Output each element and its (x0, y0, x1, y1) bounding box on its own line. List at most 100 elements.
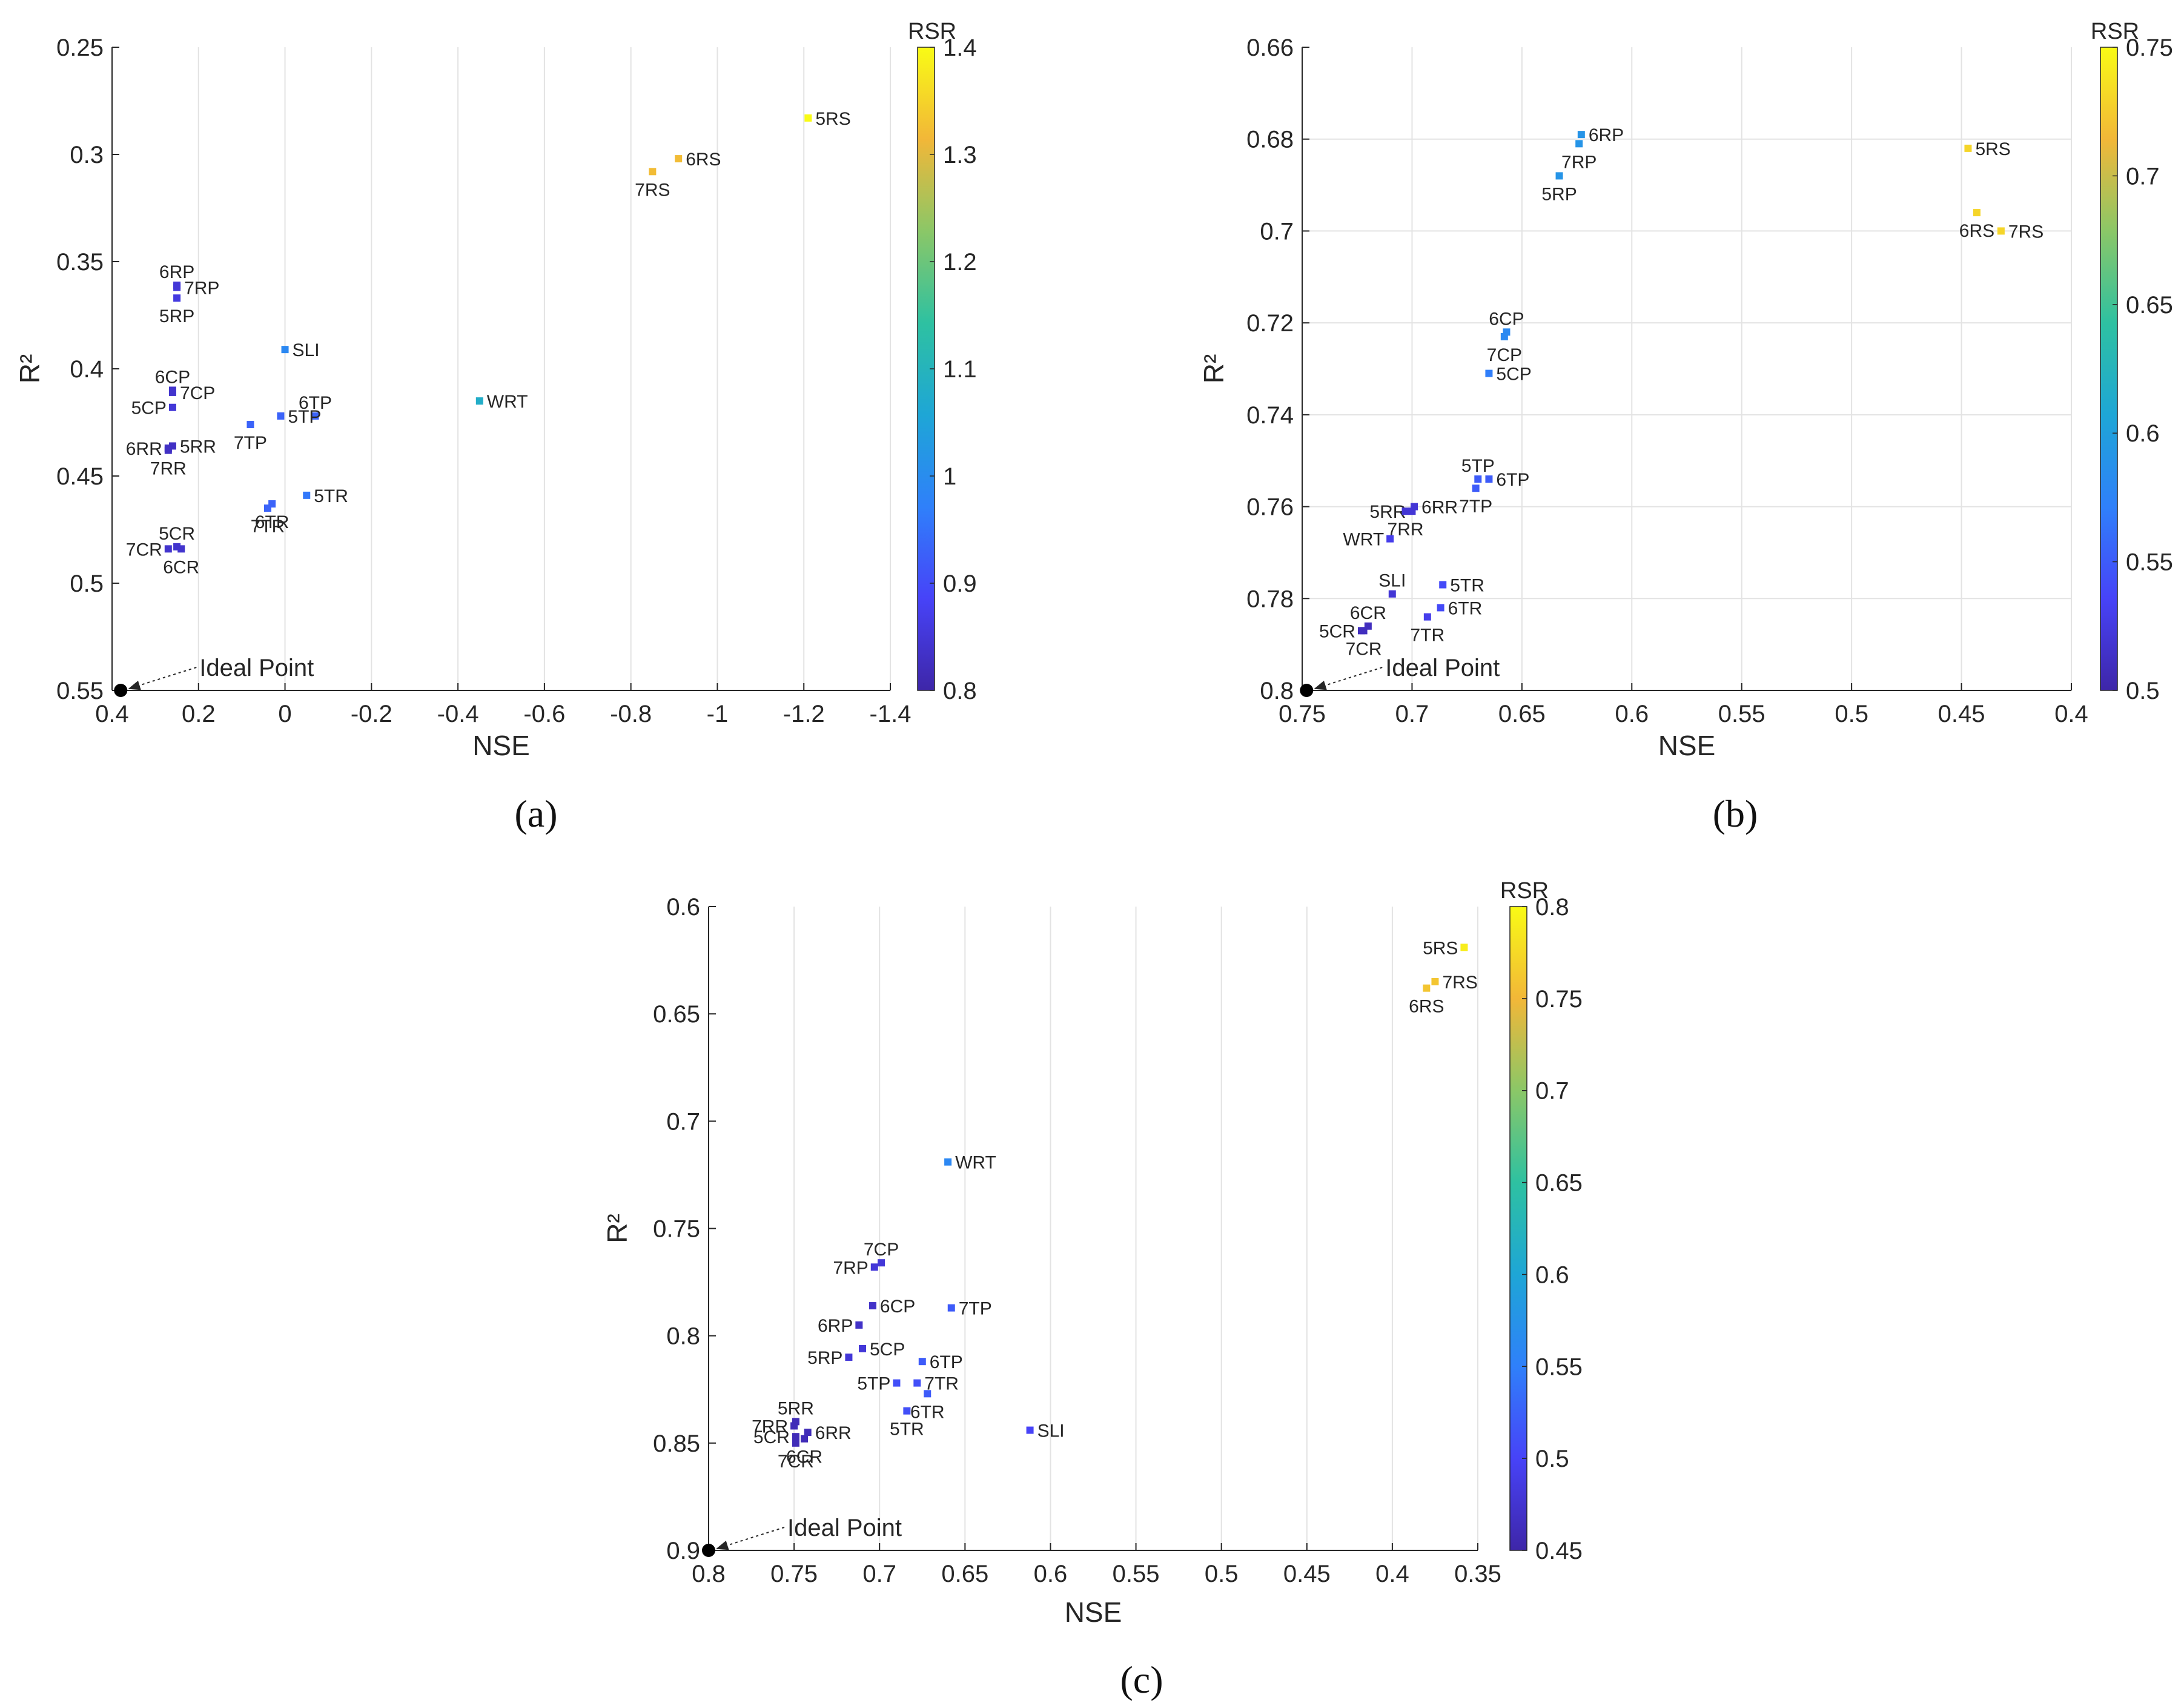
panel-label: (b) (1713, 792, 1758, 835)
colorbar-tick-label: 0.5 (1535, 1446, 1569, 1472)
data-label-6RS: 6RS (1409, 997, 1444, 1017)
data-label-6RP: 6RP (159, 262, 194, 282)
x-tick-label: 0.5 (1835, 701, 1868, 727)
data-label-WRT: WRT (487, 392, 528, 412)
data-label-SLI: SLI (293, 340, 320, 360)
data-label-WRT: WRT (1343, 530, 1384, 550)
chart-panel-3: 0.8 0.75 0.7 0.65 0.6 0.55 0.5 0.45 0.4 0.35 0.6 0.… (601, 878, 1583, 1701)
data-point-7RP (173, 283, 181, 291)
data-label-5RS: 5RS (1975, 139, 2010, 159)
x-tick-label: -0.6 (523, 701, 565, 727)
y-axis-label: R² (601, 1214, 633, 1243)
colorbar-tick-label: 1.4 (943, 35, 977, 61)
data-label-5RP: 5RP (1541, 184, 1577, 204)
data-point-WRT (944, 1158, 952, 1166)
ideal-point-arrow (716, 1527, 785, 1550)
data-point-7RS (649, 168, 657, 176)
data-label-6RP: 6RP (818, 1316, 853, 1336)
colorbar-title: RSR (2091, 19, 2139, 44)
data-label-6CR: 6CR (1350, 603, 1386, 623)
data-label-6CR: 6CR (163, 557, 199, 577)
x-tick-label: 0 (278, 701, 291, 727)
data-point-5TR (1439, 581, 1447, 589)
y-tick-label: 0.7 (1260, 218, 1294, 245)
colorbar-tick-label: 1.2 (943, 249, 977, 276)
x-tick-label: 0.65 (1498, 701, 1546, 727)
data-label-6CR: 6CR (786, 1447, 822, 1467)
data-label-7CR: 7CR (126, 540, 162, 560)
data-label-7TP: 7TP (959, 1299, 992, 1319)
colorbar-tick-label: 0.55 (2126, 549, 2173, 576)
y-tick-label: 0.74 (1246, 402, 1294, 429)
colorbar-tick-label: 0.55 (1535, 1354, 1583, 1380)
data-label-6RR: 6RR (815, 1423, 852, 1443)
x-tick-label: -0.4 (437, 701, 479, 727)
data-point-6RP (855, 1321, 863, 1329)
data-label-5CP: 5CP (1496, 365, 1531, 385)
data-point-7TP (1472, 484, 1480, 492)
x-tick-label: -0.2 (351, 701, 392, 727)
y-axis-label: R² (1198, 354, 1229, 384)
y-tick-label: 0.55 (56, 678, 104, 704)
colorbar-tick-label: 0.7 (2126, 163, 2160, 190)
data-label-5RP: 5RP (807, 1348, 842, 1368)
data-point-5RS (1460, 944, 1468, 951)
data-label-6TR: 6TR (910, 1402, 945, 1422)
data-label-5CR: 5CR (1319, 621, 1355, 641)
data-label-6TR: 6TR (1448, 598, 1483, 618)
colorbar-tick-label: 0.8 (1535, 894, 1569, 921)
colorbar-tick-label: 0.6 (1535, 1261, 1569, 1288)
data-label-6RR: 6RR (126, 439, 162, 459)
data-point-7TR (913, 1379, 921, 1387)
y-tick-label: 0.35 (56, 249, 104, 276)
x-tick-label: 0.2 (182, 701, 216, 727)
data-point-SLI (281, 346, 289, 354)
y-tick-label: 0.9 (666, 1538, 700, 1564)
colorbar-tick-label: 1 (943, 463, 956, 490)
data-point-5TR (903, 1407, 911, 1415)
colorbar-tick-label: 1.3 (943, 142, 977, 168)
panel-label: (c) (1120, 1658, 1163, 1701)
data-label-7CR: 7CR (1346, 639, 1382, 659)
x-tick-label: 0.8 (692, 1561, 726, 1587)
data-point-7RR (164, 446, 172, 454)
data-label-5CP: 5CP (870, 1340, 905, 1360)
x-tick-label: 0.35 (1454, 1561, 1501, 1587)
data-point-6TR (1437, 604, 1444, 612)
data-label-6CP: 6CP (155, 367, 190, 387)
y-tick-label: 0.7 (666, 1108, 700, 1135)
data-label-7RS: 7RS (1442, 973, 1477, 993)
data-point-5CP (168, 403, 176, 411)
data-label-6RR: 6RR (1421, 498, 1458, 518)
colorbar-tick-label: 0.6 (2126, 420, 2160, 447)
data-point-7RP (1575, 140, 1583, 148)
colorbar-title: RSR (1500, 878, 1549, 904)
colorbar-tick-label: 1.1 (943, 356, 977, 383)
colorbar-tick-label: 0.7 (1535, 1078, 1569, 1105)
data-label-7CP: 7CP (1487, 345, 1522, 365)
y-tick-label: 0.5 (70, 570, 104, 597)
data-point-7RP (870, 1263, 878, 1271)
data-label-5TP: 5TP (288, 407, 321, 427)
colorbar (2100, 47, 2118, 691)
data-label-7RS: 7RS (2008, 222, 2043, 242)
data-label-5TR: 5TR (890, 1420, 924, 1440)
data-label-7TP: 7TP (1459, 497, 1492, 517)
data-point-7TP (947, 1304, 955, 1312)
data-label-7CP: 7CP (180, 383, 215, 403)
data-point-7RR (1401, 508, 1409, 515)
data-point-7CR (164, 545, 172, 553)
data-point-7CP (1500, 332, 1508, 340)
ideal-point-label: Ideal Point (787, 1515, 902, 1541)
x-tick-label: 0.4 (1375, 1561, 1409, 1587)
x-tick-label: 0.55 (1718, 701, 1765, 727)
x-axis-label: NSE (1065, 1596, 1122, 1628)
data-label-5RR: 5RR (1369, 502, 1406, 522)
data-point-6TP (1485, 475, 1493, 483)
data-label-7TR: 7TR (251, 517, 285, 537)
data-point-6RR (804, 1429, 812, 1437)
data-point-5RP (173, 294, 181, 302)
data-point-7RR (790, 1422, 798, 1430)
data-point-5RP (1555, 172, 1563, 180)
x-tick-label: 0.5 (1205, 1561, 1239, 1587)
